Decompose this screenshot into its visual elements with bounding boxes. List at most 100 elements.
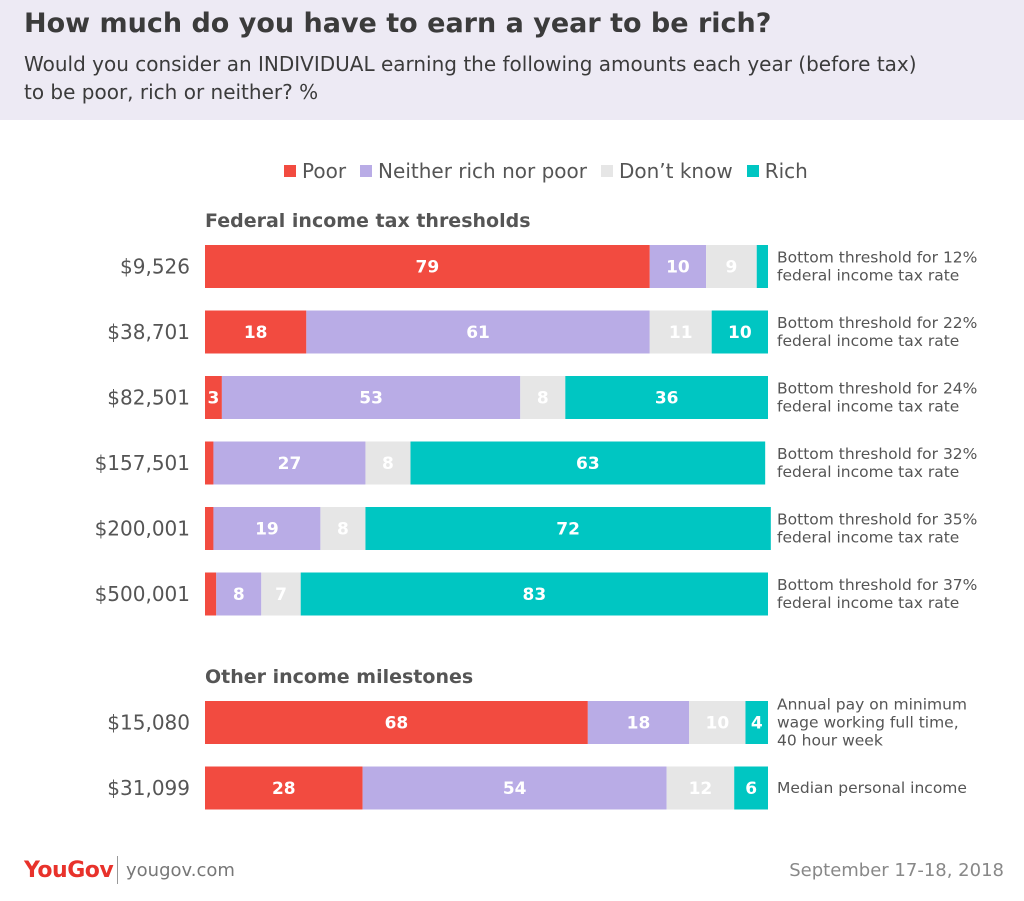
- bar-segment: [666, 766, 735, 810]
- data-label: 68: [385, 714, 409, 734]
- row-label: $157,501: [95, 451, 190, 475]
- data-label: 18: [627, 714, 651, 734]
- row-label: $82,501: [107, 386, 190, 410]
- row-note: federal income tax rate: [777, 529, 959, 547]
- bar-segment: [689, 701, 746, 744]
- legend-swatch-dont-know: [600, 165, 613, 177]
- data-label: 4: [751, 714, 763, 734]
- row-note: Bottom threshold for 12%: [777, 249, 977, 267]
- legend: Poor Neither rich nor poor Don’t know Ri…: [284, 157, 822, 185]
- legend-swatch-neither: [360, 165, 373, 177]
- row-label: $9,526: [120, 255, 190, 279]
- data-label: 54: [503, 779, 527, 799]
- chart-title: How much do you have to earn a year to b…: [24, 8, 772, 39]
- header-band: How much do you have to earn a year to b…: [0, 0, 1024, 120]
- bar-segment: [745, 701, 768, 744]
- legend-item-rich: Rich: [746, 159, 808, 183]
- data-label: 8: [382, 454, 394, 474]
- row-note: Bottom threshold for 37%: [777, 576, 977, 594]
- bar-segment: [306, 310, 650, 354]
- data-label: 19: [255, 520, 279, 540]
- bar-segment: [261, 572, 301, 616]
- data-label: 61: [466, 323, 490, 343]
- row-note: federal income tax rate: [777, 332, 959, 350]
- bar-segment: [706, 245, 757, 288]
- data-label: 9: [725, 258, 737, 278]
- data-label: 72: [556, 520, 580, 540]
- data-label: 83: [523, 585, 547, 605]
- row-label: $31,099: [107, 776, 190, 800]
- data-label: 8: [337, 520, 349, 540]
- bar-segment: [300, 572, 768, 616]
- bar-segment: [711, 310, 768, 354]
- legend-item-dont-know: Don’t know: [600, 159, 733, 183]
- legend-label-neither: Neither rich nor poor: [378, 159, 587, 183]
- row-note: 40 hour week: [777, 732, 883, 750]
- bar-segment: [205, 245, 650, 288]
- row-note: wage working full time,: [777, 714, 959, 732]
- bar-segment: [365, 507, 771, 550]
- group-title: Other income milestones: [205, 666, 473, 688]
- legend-item-poor: Poor: [284, 159, 346, 183]
- legend-swatch-rich: [746, 165, 759, 177]
- legend-label-dont-know: Don’t know: [618, 159, 733, 183]
- row-note: federal income tax rate: [777, 398, 959, 416]
- bar-segment: [320, 507, 366, 550]
- data-label: 12: [689, 779, 713, 799]
- data-label: 79: [416, 258, 440, 278]
- row-note: Bottom threshold for 22%: [777, 314, 977, 332]
- data-label: 8: [537, 389, 549, 409]
- bar-segment: [756, 245, 768, 288]
- data-label: 10: [666, 258, 690, 278]
- data-label: 3: [208, 389, 220, 409]
- legend-label-rich: Rich: [764, 159, 808, 183]
- row-note: Annual pay on minimum: [777, 696, 967, 714]
- bar-segment: [216, 572, 262, 616]
- footer-date: September 17-18, 2018: [789, 860, 1004, 881]
- row-label: $500,001: [95, 582, 190, 606]
- group-title: Federal income tax thresholds: [205, 210, 531, 232]
- footer-divider: [117, 856, 118, 884]
- legend-item-neither: Neither rich nor poor: [360, 159, 587, 183]
- row-note: Bottom threshold for 24%: [777, 380, 977, 398]
- data-label: 53: [359, 389, 383, 409]
- bar-segment: [213, 441, 366, 485]
- bar-segment: [205, 701, 588, 744]
- data-label: 63: [576, 454, 600, 474]
- row-label: $38,701: [107, 320, 190, 344]
- bar-segment: [587, 701, 690, 744]
- row-note: federal income tax rate: [777, 463, 959, 481]
- bar-segment: [205, 441, 214, 485]
- bar-segment: [362, 766, 667, 810]
- bar-segment: [205, 572, 217, 616]
- row-note: Bottom threshold for 32%: [777, 445, 977, 463]
- bar-segment: [205, 766, 363, 810]
- row-note: Median personal income: [777, 779, 967, 797]
- data-label: 10: [728, 323, 752, 343]
- data-label: 8: [233, 585, 245, 605]
- data-label: 11: [669, 323, 693, 343]
- bar-segment: [649, 310, 712, 354]
- data-label: 18: [244, 323, 268, 343]
- bar-segment: [410, 441, 766, 485]
- row-label: $15,080: [107, 711, 190, 735]
- bar-segment: [565, 376, 768, 419]
- bar-segment: [205, 310, 307, 354]
- data-label: 27: [278, 454, 302, 474]
- legend-label-poor: Poor: [302, 159, 347, 183]
- bar-segment: [221, 376, 521, 419]
- data-label: 28: [272, 779, 296, 799]
- bar-segment: [649, 245, 707, 288]
- bar-segment: [734, 766, 768, 810]
- row-label: $200,001: [95, 517, 190, 541]
- data-label: 10: [705, 714, 729, 734]
- legend-swatch-poor: [284, 165, 296, 177]
- data-label: 7: [275, 585, 287, 605]
- row-note: Bottom threshold for 35%: [777, 511, 977, 529]
- footer-url: yougov.com: [126, 860, 235, 881]
- bar-segment: [213, 507, 321, 550]
- bar-segment: [205, 376, 222, 419]
- bar-segment: [520, 376, 566, 419]
- bar-segment: [365, 441, 411, 485]
- row-note: federal income tax rate: [777, 594, 959, 612]
